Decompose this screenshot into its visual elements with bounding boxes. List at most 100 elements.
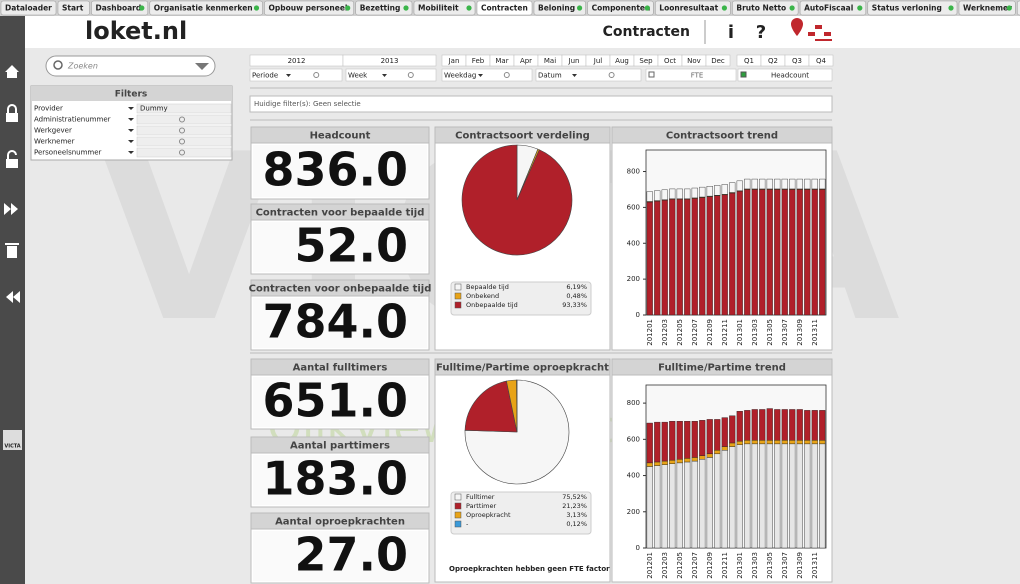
tab[interactable]	[264, 0, 354, 16]
tab[interactable]	[355, 0, 413, 16]
bar-segment	[774, 443, 781, 549]
bar-segment	[789, 178, 796, 190]
tab[interactable]	[799, 0, 867, 16]
selector-dropdown[interactable]	[382, 74, 387, 77]
bar-segment	[684, 421, 691, 459]
legend-swatch	[454, 301, 462, 309]
trash-icon[interactable]	[7, 246, 17, 258]
bar-segment	[766, 189, 773, 316]
search-box[interactable]	[45, 55, 216, 77]
tab[interactable]	[655, 0, 731, 16]
quarter-cell[interactable]	[808, 54, 834, 67]
bar-segment	[684, 458, 691, 463]
home-icon[interactable]	[5, 65, 19, 78]
search-icon	[53, 60, 63, 70]
filter-dropdown[interactable]	[128, 151, 134, 154]
note: Oproepkrachten hebben geen FTE factor	[449, 565, 610, 573]
headcount-box[interactable]	[737, 68, 833, 82]
tab[interactable]	[732, 0, 799, 16]
bar-segment	[691, 198, 698, 316]
pie-legend	[450, 281, 592, 316]
forward-icon[interactable]	[4, 203, 18, 215]
selector-box[interactable]	[249, 68, 343, 82]
filter-dropdown[interactable]	[128, 107, 134, 110]
plot-area	[645, 384, 827, 549]
x-tick-label: 201301	[736, 552, 744, 579]
pie-panel-title: Fulltime/Partime oproepkracht	[436, 363, 609, 374]
selector-dropdown[interactable]	[572, 74, 577, 77]
filter-label: Werkgever	[34, 127, 72, 135]
month: Mai	[544, 57, 556, 65]
tab[interactable]	[533, 0, 586, 16]
pie-legend	[450, 491, 592, 535]
bar-segment	[759, 189, 766, 316]
kpi-value: 52.0	[295, 219, 409, 273]
bar-segment	[676, 421, 683, 460]
tab[interactable]	[587, 0, 654, 16]
tab[interactable]	[958, 0, 1016, 16]
filter-dropdown[interactable]	[128, 118, 134, 121]
filter-dropdown[interactable]	[128, 140, 134, 143]
tab[interactable]	[413, 0, 476, 16]
tab[interactable]	[1017, 0, 1020, 16]
selector-box[interactable]	[345, 68, 437, 82]
bar-segment	[669, 459, 676, 464]
bar-segment	[781, 409, 788, 441]
pie-panel-title: Contractsoort verdeling	[455, 131, 590, 142]
filter-dropdown[interactable]	[128, 129, 134, 132]
tab-status-dot	[1006, 5, 1012, 11]
x-tick-label: 201205	[676, 552, 684, 579]
fte-checkbox[interactable]	[648, 71, 655, 78]
month: Oct	[664, 57, 676, 65]
tab-label: Organisatie kenmerken	[154, 4, 253, 13]
logout-icon[interactable]	[808, 25, 832, 41]
lock-icon[interactable]	[6, 113, 18, 122]
selector-box[interactable]	[441, 68, 533, 82]
bar-segment	[766, 443, 773, 549]
selector-dropdown[interactable]	[286, 74, 291, 77]
x-tick-label: 201211	[721, 552, 729, 579]
filter-label: Administratienummer	[34, 116, 111, 124]
current-filter-box	[249, 95, 833, 113]
bar-segment	[811, 440, 818, 445]
month-cell[interactable]	[705, 54, 731, 67]
filter-radio	[179, 149, 185, 156]
kpi-panel-header	[250, 436, 430, 454]
headcount-checkbox[interactable]	[740, 71, 747, 78]
tab[interactable]	[867, 0, 958, 16]
tab[interactable]	[91, 0, 149, 16]
bar-segment	[736, 191, 743, 316]
tab-label: Dataloader	[5, 4, 52, 13]
page-title: Contracten	[603, 24, 690, 40]
fte-box[interactable]	[645, 68, 737, 82]
tab-label: Start	[62, 4, 84, 13]
tab[interactable]	[57, 0, 90, 16]
filter-radio	[179, 138, 185, 145]
tab[interactable]	[476, 0, 533, 16]
bar-segment	[744, 178, 751, 190]
bar-segment	[796, 443, 803, 549]
location-icon[interactable]	[791, 18, 803, 36]
legend-label: Onbekend	[466, 292, 499, 300]
bar-segment	[736, 444, 743, 549]
bar-segment	[729, 192, 736, 316]
filter-value-box[interactable]	[136, 103, 232, 114]
year-cell[interactable]	[342, 54, 437, 67]
selector-dropdown[interactable]	[478, 74, 483, 77]
selector-box[interactable]	[535, 68, 642, 82]
bar-segment	[811, 178, 818, 190]
tab[interactable]	[149, 0, 263, 16]
pie-panel-header	[434, 358, 611, 376]
kpi-value: 836.0	[262, 143, 408, 197]
unlock-icon[interactable]	[6, 159, 18, 168]
bar-segment	[789, 443, 796, 549]
y-tick-label: 600	[627, 203, 640, 211]
bar-segment	[766, 408, 773, 441]
tab[interactable]	[0, 0, 57, 16]
bar-segment	[751, 443, 758, 549]
search-dropdown	[195, 63, 209, 70]
back-icon[interactable]	[6, 291, 20, 303]
x-tick-label: 201203	[661, 552, 669, 579]
bar-segment	[729, 446, 736, 549]
